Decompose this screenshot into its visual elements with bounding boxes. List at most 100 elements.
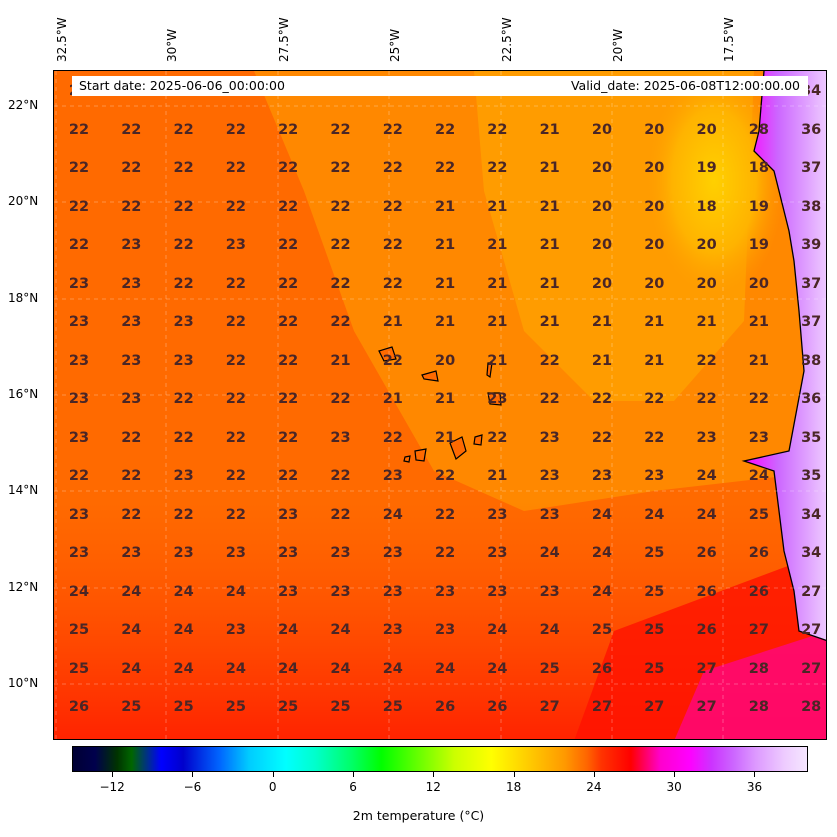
temperature-value: 22 [644, 429, 665, 446]
temperature-value: 23 [382, 622, 403, 638]
temperature-value: 23 [173, 468, 194, 484]
temperature-value: 24 [748, 468, 769, 484]
africa-land [744, 71, 826, 641]
island-fogo [414, 448, 427, 462]
temperature-value: 23 [644, 468, 665, 484]
temperature-value: 21 [487, 352, 508, 369]
info-bar: Start date: 2025-06-06_00:00:00 Valid_da… [72, 76, 808, 96]
temperature-value: 22 [382, 198, 403, 215]
temperature-value: 24 [696, 506, 717, 523]
temperature-value: 21 [644, 314, 665, 330]
colorbar-tick-label: 36 [746, 780, 763, 794]
temperature-value: 36 [801, 391, 822, 407]
temperature-value: 20 [591, 121, 613, 138]
temperature-value: 21 [382, 314, 403, 330]
temperature-value: 35 [801, 468, 822, 484]
temperature-value: 22 [225, 429, 246, 446]
temperature-value: 24 [225, 583, 246, 600]
temperature-value: 24 [539, 545, 560, 561]
temperature-value: 25 [644, 583, 665, 600]
temperature-value: 21 [487, 275, 508, 292]
temperature-value: 22 [330, 121, 351, 138]
temperature-value: 21 [435, 198, 456, 215]
temperature-value: 20 [435, 352, 456, 369]
island-sal [486, 362, 493, 379]
colorbar-tick-label: −6 [183, 780, 202, 794]
island-brava [403, 455, 411, 463]
temperature-value: 24 [487, 622, 508, 638]
temperature-value: 34 [801, 506, 822, 523]
temperature-value: 23 [487, 391, 508, 407]
temperature-value: 25 [121, 699, 142, 715]
temperature-value: 22 [644, 391, 665, 407]
southeast-magenta [674, 631, 826, 739]
temperature-value: 21 [330, 352, 351, 369]
temperature-value: 22 [278, 237, 299, 253]
temperature-value: 24 [173, 660, 194, 677]
temperature-value: 22 [173, 506, 194, 523]
temperature-value: 22 [225, 506, 246, 523]
temperature-value: 24 [278, 660, 299, 677]
temperature-value: 22 [330, 506, 351, 523]
temperature-value: 21 [435, 314, 456, 330]
lon-label-30W: 30°W [165, 28, 179, 62]
temperature-value: 23 [539, 506, 560, 523]
temperature-value: 20 [696, 275, 717, 292]
temperature-value: 36 [801, 121, 822, 138]
temperature-value: 25 [644, 660, 665, 677]
colorbar-tick-label: −12 [99, 780, 125, 794]
lat-label-22N: 22°N [8, 98, 39, 112]
temperature-value: 22 [278, 160, 299, 176]
temperature-value: 27 [644, 699, 665, 715]
temperature-map[interactable]: 22 22 22 22 22 22 22 22 22 22 22 20 20 28 34 22 22 22 22 22… [53, 70, 827, 740]
temperature-value: 26 [591, 660, 613, 677]
temperature-value: 23 [487, 545, 508, 561]
temperature-value: 34 [801, 545, 822, 561]
temperature-value: 25 [539, 660, 560, 677]
temperature-value: 23 [68, 506, 90, 523]
temperature-value: 23 [173, 352, 194, 369]
temperature-value: 25 [382, 699, 403, 715]
temperature-value: 20 [644, 121, 665, 138]
temperature-value: 39 [801, 237, 822, 253]
temperature-value: 28 [748, 699, 769, 715]
colorbar-tick-mark [593, 772, 595, 777]
temperature-value: 21 [748, 352, 769, 369]
temperature-value: 23 [330, 583, 351, 600]
temperature-value: 21 [487, 314, 508, 330]
temperature-value: 28 [748, 121, 769, 138]
temperature-value: 28 [801, 699, 822, 715]
temperature-value: 27 [696, 699, 717, 715]
temperature-value: 21 [435, 429, 456, 446]
temperature-value: 21 [435, 391, 456, 407]
temperature-value: 19 [696, 160, 717, 176]
temperature-value: 22 [696, 391, 717, 407]
temperature-value: 23 [278, 545, 299, 561]
temperature-value: 22 [382, 237, 403, 253]
temperature-value: 22 [487, 160, 508, 176]
temperature-value: 24 [330, 660, 351, 677]
temperature-value: 22 [330, 198, 351, 215]
temperature-value: 23 [435, 583, 456, 600]
temperature-value: 24 [173, 583, 194, 600]
temperature-value: 22 [121, 506, 142, 523]
temperature-value: 22 [330, 237, 351, 253]
temperature-value: 22 [173, 429, 194, 446]
temperature-value: 20 [644, 160, 665, 176]
lon-label-22.5W: 22.5°W [500, 17, 514, 62]
temperature-value: 21 [696, 314, 717, 330]
temperature-value: 22 [225, 198, 246, 215]
temperature-value: 23 [225, 237, 246, 253]
temperature-value: 22 [330, 391, 351, 407]
temperature-value: 20 [591, 237, 613, 253]
temperature-value: 22 [278, 314, 299, 330]
temperature-value: 24 [644, 506, 665, 523]
temperature-value: 24 [173, 622, 194, 638]
temperature-value: 23 [225, 545, 246, 561]
temperature-value: 20 [591, 198, 613, 215]
temperature-value: 24 [696, 468, 717, 484]
temperature-value: 21 [539, 198, 560, 215]
island-maio [473, 434, 483, 446]
temperature-value: 23 [487, 583, 508, 600]
temperature-value: 25 [278, 699, 299, 715]
